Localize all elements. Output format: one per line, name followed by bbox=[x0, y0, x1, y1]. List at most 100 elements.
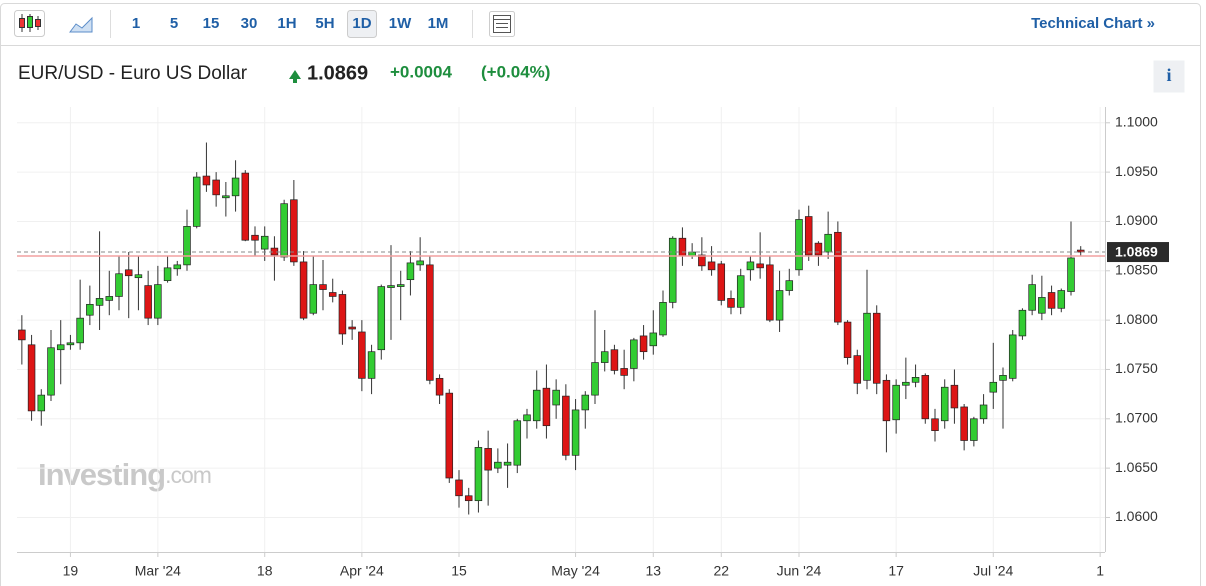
area-icon[interactable] bbox=[69, 16, 93, 33]
candle-body bbox=[367, 351, 376, 379]
y-tick-label: 1.0750 bbox=[1115, 360, 1158, 376]
candle-body bbox=[494, 461, 502, 469]
candle-body bbox=[163, 267, 172, 282]
watermark-suffix: .com bbox=[165, 462, 211, 488]
x-tick-label: 13 bbox=[645, 563, 661, 579]
candle-body bbox=[911, 377, 920, 383]
candle-body bbox=[678, 237, 687, 257]
candle-body bbox=[1076, 249, 1085, 253]
interval-button[interactable]: 1H bbox=[277, 15, 296, 32]
candle-body bbox=[474, 447, 483, 502]
candle-body bbox=[960, 406, 968, 441]
candle-body bbox=[348, 326, 356, 330]
candle-body bbox=[134, 274, 143, 279]
y-tick-label: 1.0950 bbox=[1115, 163, 1158, 179]
y-tick-label: 1.0700 bbox=[1115, 409, 1158, 425]
candle-body bbox=[630, 339, 638, 369]
candle-body bbox=[455, 479, 463, 497]
candle-body bbox=[37, 394, 46, 412]
change: +0.0004 bbox=[390, 62, 452, 81]
candle-body bbox=[591, 362, 599, 396]
interval-button[interactable]: 1M bbox=[428, 15, 449, 32]
candle-body bbox=[358, 331, 366, 379]
info-icon[interactable]: i bbox=[1166, 65, 1171, 85]
candle-body bbox=[202, 175, 211, 186]
candle-body bbox=[56, 344, 65, 351]
candle-body bbox=[950, 384, 959, 409]
candle-body bbox=[47, 347, 55, 396]
candle-body bbox=[639, 335, 648, 353]
candle-body bbox=[649, 332, 658, 347]
y-tick-label: 1.0600 bbox=[1115, 508, 1158, 524]
y-tick-label: 1.0650 bbox=[1115, 459, 1158, 475]
candle-body bbox=[435, 377, 444, 396]
layout-icon[interactable] bbox=[489, 11, 515, 37]
candle-body bbox=[562, 395, 570, 456]
candle-icon[interactable] bbox=[14, 10, 45, 37]
x-tick-label: 1 bbox=[1096, 563, 1104, 579]
candle-body bbox=[387, 285, 395, 288]
watermark-brand: Investing bbox=[38, 457, 165, 492]
candle-body bbox=[659, 302, 667, 336]
candle-body bbox=[989, 381, 998, 393]
candle-body bbox=[1057, 290, 1066, 309]
interval-button[interactable]: 1 bbox=[132, 15, 140, 32]
candle-body bbox=[736, 275, 745, 308]
info-button[interactable] bbox=[1153, 60, 1185, 93]
x-tick-label: May '24 bbox=[551, 563, 600, 579]
candle-body bbox=[756, 263, 764, 269]
interval-button[interactable]: 15 bbox=[203, 15, 220, 32]
candle-body bbox=[882, 379, 891, 422]
candle-body bbox=[921, 375, 930, 420]
technical-chart-link[interactable]: Technical Chart » bbox=[1031, 15, 1155, 32]
candle-body bbox=[144, 285, 152, 319]
candle-body bbox=[183, 226, 191, 266]
candle-body bbox=[338, 294, 347, 335]
candle-body bbox=[824, 233, 832, 253]
candle-body bbox=[707, 261, 716, 271]
x-tick-label: Mar '24 bbox=[135, 563, 181, 579]
interval-button[interactable]: 5 bbox=[170, 15, 178, 32]
candle-body bbox=[426, 264, 434, 381]
candle-body bbox=[853, 355, 862, 384]
candle-body bbox=[18, 329, 26, 341]
candle-body bbox=[396, 284, 405, 287]
plot: 1.0600 1.0650 1.0700 1.0750 1.0800 1.0850 1.09… bbox=[17, 107, 1169, 579]
active-interval[interactable] bbox=[347, 10, 377, 38]
candle-body bbox=[834, 231, 842, 323]
candle-body bbox=[902, 381, 910, 386]
candle-body bbox=[27, 344, 36, 412]
candle-body bbox=[746, 261, 755, 271]
candle-body bbox=[863, 312, 871, 381]
up-arrow bbox=[289, 70, 301, 83]
candle-body bbox=[1047, 292, 1056, 309]
candle-body bbox=[727, 298, 735, 308]
last-price-tag-label: 1.0869 bbox=[1115, 244, 1158, 260]
interval-button[interactable]: 5H bbox=[315, 15, 334, 32]
interval-button[interactable]: 1D bbox=[352, 15, 371, 32]
candle-body bbox=[503, 461, 512, 466]
candle-body bbox=[668, 237, 677, 303]
candle-body bbox=[804, 216, 813, 256]
candle-body bbox=[600, 351, 609, 363]
candle-body bbox=[552, 389, 560, 406]
interval-button[interactable]: 30 bbox=[241, 15, 258, 32]
candle-body bbox=[872, 312, 881, 384]
candle-body bbox=[124, 269, 133, 277]
candle-body bbox=[698, 254, 706, 267]
y-tick-label: 1.0800 bbox=[1115, 311, 1158, 327]
candle-body bbox=[1067, 257, 1075, 292]
candle-body bbox=[115, 273, 123, 297]
last-price-tag bbox=[1107, 242, 1169, 263]
candle-body bbox=[581, 394, 590, 411]
candle-body bbox=[785, 280, 794, 291]
x-tick-label: 15 bbox=[451, 563, 467, 579]
candle-body bbox=[717, 263, 726, 301]
candle-body bbox=[95, 298, 104, 306]
candle-body bbox=[299, 261, 308, 319]
candle-body bbox=[154, 284, 162, 319]
interval-button[interactable]: 1W bbox=[389, 15, 412, 32]
x-tick-label: Apr '24 bbox=[340, 563, 384, 579]
candle-body bbox=[328, 292, 337, 297]
